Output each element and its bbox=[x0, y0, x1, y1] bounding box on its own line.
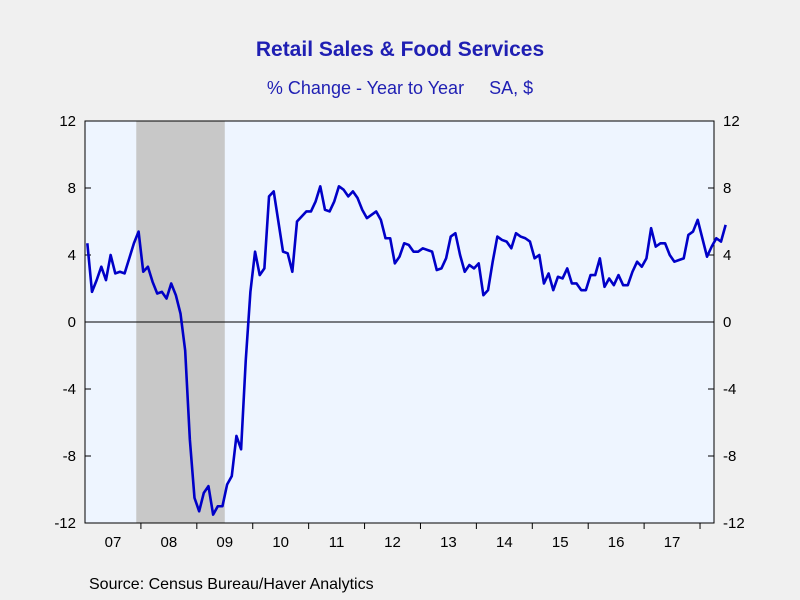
series-line bbox=[86, 185, 727, 516]
x-tick-label: 08 bbox=[161, 534, 178, 551]
x-tick-label: 11 bbox=[329, 534, 345, 551]
x-tick-label: 10 bbox=[272, 534, 289, 551]
y-tick-label-right: 0 bbox=[723, 314, 731, 331]
x-tick-label: 12 bbox=[384, 534, 401, 551]
y-tick-label-left: 4 bbox=[68, 247, 76, 264]
y-tick-label-right: -12 bbox=[723, 515, 745, 532]
x-tick-label: 17 bbox=[664, 534, 681, 551]
source-note: Source: Census Bureau/Haver Analytics bbox=[89, 576, 374, 593]
y-tick-label-left: -8 bbox=[63, 448, 76, 465]
x-tick-label: 13 bbox=[440, 534, 457, 551]
chart-subtitle: % Change - Year to Year SA, $ bbox=[266, 78, 534, 98]
y-tick-label-right: 12 bbox=[723, 113, 740, 130]
x-tick-label: 14 bbox=[496, 534, 513, 551]
chart-title: Retail Sales & Food Services bbox=[255, 38, 545, 61]
y-tick-label-right: 4 bbox=[723, 247, 731, 264]
x-tick-label: 09 bbox=[216, 534, 233, 551]
y-tick-label-right: 8 bbox=[723, 180, 731, 197]
y-tick-label-left: -12 bbox=[54, 515, 76, 532]
x-tick-label: 07 bbox=[105, 534, 122, 551]
y-tick-label-left: 12 bbox=[59, 113, 76, 130]
y-tick-label-left: -4 bbox=[63, 381, 76, 398]
x-tick-label: 16 bbox=[608, 534, 625, 551]
x-tick-label: 15 bbox=[552, 534, 569, 551]
y-tick-label-right: -4 bbox=[723, 381, 736, 398]
y-tick-label-left: 8 bbox=[68, 180, 76, 197]
y-tick-label-left: 0 bbox=[68, 314, 76, 331]
y-tick-label-right: -8 bbox=[723, 448, 736, 465]
